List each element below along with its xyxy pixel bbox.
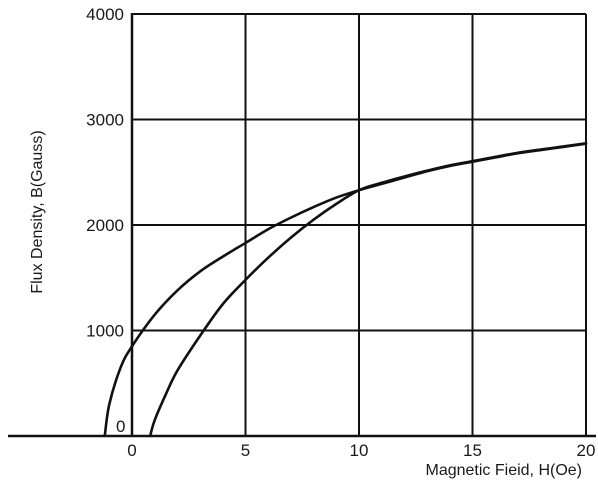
y-tick-label-3000: 3000 — [86, 111, 124, 130]
curve-2 — [148, 141, 588, 438]
y-tick-label-1000: 1000 — [86, 322, 124, 341]
y-axis-label: Flux Density, B(Gauss) — [29, 130, 46, 293]
curves — [103, 141, 588, 438]
x-tick-label-0: 0 — [127, 441, 136, 460]
x-tick-label-10: 10 — [350, 441, 369, 460]
x-tick-label-15: 15 — [463, 441, 482, 460]
x-tick-label-5: 5 — [241, 441, 250, 460]
curve-1 — [103, 142, 588, 438]
y-tick-label-2000: 2000 — [86, 216, 124, 235]
grid — [132, 13, 587, 436]
origin-label: 0 — [116, 417, 125, 436]
x-axis-label: Magnetic Fieid, H(Oe) — [426, 462, 583, 479]
y-tick-label-4000: 4000 — [86, 5, 124, 24]
x-tick-label-20: 20 — [577, 441, 596, 460]
tick-labels: 1000 2000 3000 4000 0 5 10 15 20 0 — [86, 5, 595, 460]
